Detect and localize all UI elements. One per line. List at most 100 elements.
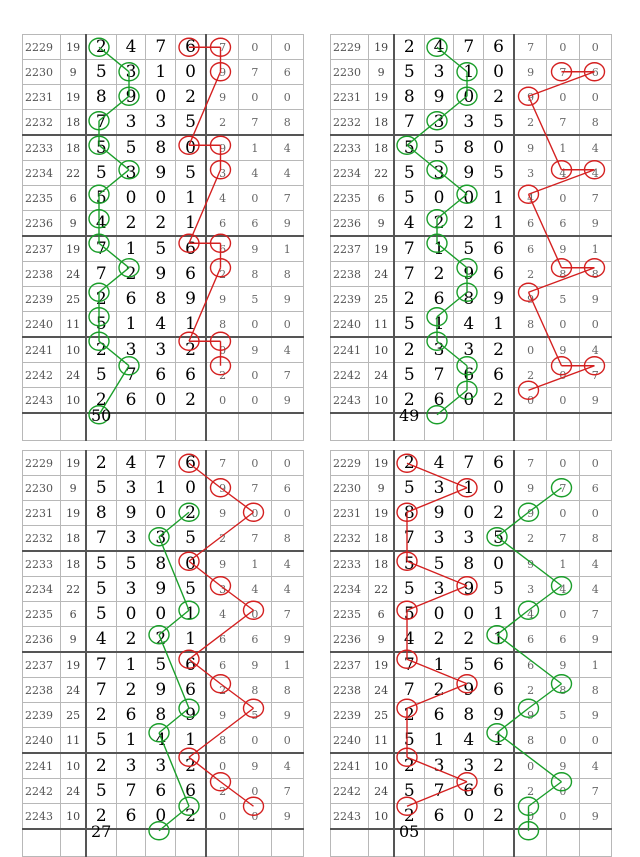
- footer-cell: [21, 412, 62, 441]
- period-cell: 2229: [329, 34, 370, 60]
- table-row: 2232 18 7 3 3 5 2 7 8: [21, 109, 305, 136]
- stat-cell: 0: [238, 362, 272, 388]
- digit-cell: 4: [84, 210, 117, 237]
- trend-panel-top-right: 2229 19 2 4 7 6 7 0 0 2230 9 5 3 1 0 9 7 6 2231 19 8 9 0 2 9 0 0 22…: [329, 34, 613, 441]
- digit-cell: 7: [84, 651, 117, 678]
- stat-cell: 9: [578, 803, 613, 830]
- stat-cell: 4: [204, 601, 240, 627]
- digit-cell: 7: [423, 778, 455, 804]
- stat-cell: 8: [578, 109, 613, 136]
- table-row: 2230 9 5 3 1 0 9 7 6: [329, 475, 613, 501]
- digit-cell: 6: [483, 34, 515, 60]
- period-cell: 2238: [329, 677, 370, 703]
- footer-cell: [483, 412, 515, 441]
- table-row: 2236 9 4 2 2 1 6 6 9: [329, 210, 613, 237]
- table-row: 2235 6 5 0 0 1 4 0 7: [329, 185, 613, 211]
- stat-cell: 2: [512, 109, 548, 136]
- stat-cell: 1: [270, 651, 305, 678]
- period-cell: 2233: [21, 134, 62, 161]
- digit-cell: 3: [145, 525, 177, 552]
- sum-cell: 25: [60, 702, 87, 728]
- footer-cell: [145, 828, 177, 857]
- digit-cell: 5: [483, 160, 515, 186]
- digit-cell: 8: [145, 286, 177, 312]
- stat-cell: 7: [270, 362, 305, 388]
- trend-table: 2229 19 2 4 7 6 7 0 0 2230 9 5 3 1 0 9 7 6 2231 19 8 9 0 2 9 0 0 22…: [21, 34, 305, 441]
- table-row: 2239 25 2 6 8 9 9 5 9: [21, 286, 305, 312]
- stat-cell: 3: [204, 160, 240, 186]
- period-cell: 2235: [21, 185, 62, 211]
- stat-cell: 7: [546, 475, 580, 501]
- digit-cell: 5: [84, 311, 117, 338]
- table-footer-row: [21, 412, 305, 441]
- stat-cell: 9: [578, 210, 613, 237]
- stat-cell: 0: [578, 727, 613, 754]
- period-cell: 2229: [329, 450, 370, 476]
- stat-cell: 1: [270, 235, 305, 262]
- digit-cell: 4: [453, 311, 485, 338]
- table-row: 2235 6 5 0 0 1 4 0 7: [21, 185, 305, 211]
- digit-cell: 5: [115, 134, 147, 161]
- sum-cell: 9: [60, 626, 87, 653]
- digit-cell: 5: [84, 576, 117, 602]
- period-cell: 2230: [329, 59, 370, 85]
- footer-cell: [21, 828, 62, 857]
- sum-cell: 22: [60, 576, 87, 602]
- table-row: 2232 18 7 3 3 5 2 7 8: [21, 525, 305, 552]
- stat-cell: 2: [204, 525, 240, 552]
- digit-cell: 5: [392, 601, 425, 627]
- stat-cell: 4: [270, 576, 305, 602]
- stat-cell: 6: [512, 651, 548, 678]
- digit-cell: 3: [115, 475, 147, 501]
- stat-cell: 8: [512, 311, 548, 338]
- table-row: 2238 24 7 2 9 6 2 8 8: [21, 677, 305, 703]
- digit-cell: 1: [483, 727, 515, 754]
- table-row: 2242 24 5 7 6 6 2 0 7: [21, 778, 305, 804]
- digit-cell: 2: [392, 450, 425, 476]
- digit-cell: 0: [145, 803, 177, 830]
- stat-cell: 0: [238, 84, 272, 110]
- digit-cell: 7: [392, 525, 425, 552]
- sum-cell: 10: [60, 336, 87, 363]
- digit-cell: 7: [84, 677, 117, 703]
- digit-cell: 2: [483, 336, 515, 363]
- digit-cell: 5: [392, 475, 425, 501]
- digit-cell: 7: [145, 450, 177, 476]
- digit-cell: 0: [115, 185, 147, 211]
- stat-cell: 0: [270, 500, 305, 526]
- digit-cell: 0: [145, 601, 177, 627]
- table-row: 2239 25 2 6 8 9 9 5 9: [329, 286, 613, 312]
- digit-cell: 9: [175, 286, 207, 312]
- footer-cell: [423, 828, 455, 857]
- digit-cell: 2: [175, 387, 207, 414]
- footer-cell: [453, 828, 485, 857]
- digit-cell: 5: [392, 160, 425, 186]
- stat-cell: 6: [578, 59, 613, 85]
- footer-cell: [145, 412, 177, 441]
- stat-cell: 0: [238, 778, 272, 804]
- digit-cell: 5: [392, 362, 425, 388]
- stat-cell: 0: [512, 752, 548, 779]
- sum-cell: 24: [368, 677, 395, 703]
- digit-cell: 6: [175, 235, 207, 262]
- stat-cell: 4: [546, 576, 580, 602]
- digit-cell: 3: [423, 59, 455, 85]
- stat-cell: 0: [512, 336, 548, 363]
- period-cell: 2236: [21, 210, 62, 237]
- trend-panel-bottom-left: 2229 19 2 4 7 6 7 0 0 2230 9 5 3 1 0 9 7 6 2231 19 8 9 0 2 9 0 0 22…: [21, 450, 305, 857]
- table-row: 2237 19 7 1 5 6 6 9 1: [21, 651, 305, 678]
- footer-cell: [329, 412, 370, 441]
- digit-cell: 1: [483, 210, 515, 237]
- footer-value: 50: [91, 405, 112, 425]
- footer-cell: [270, 412, 305, 441]
- stat-cell: 0: [546, 500, 580, 526]
- digit-cell: 3: [145, 109, 177, 136]
- stat-cell: 2: [512, 525, 548, 552]
- digit-cell: 7: [453, 450, 485, 476]
- stat-cell: 8: [238, 677, 272, 703]
- digit-cell: 4: [115, 34, 147, 60]
- sum-cell: 19: [60, 651, 87, 678]
- digit-cell: 6: [175, 450, 207, 476]
- digit-cell: 7: [392, 651, 425, 678]
- stat-cell: 7: [578, 185, 613, 211]
